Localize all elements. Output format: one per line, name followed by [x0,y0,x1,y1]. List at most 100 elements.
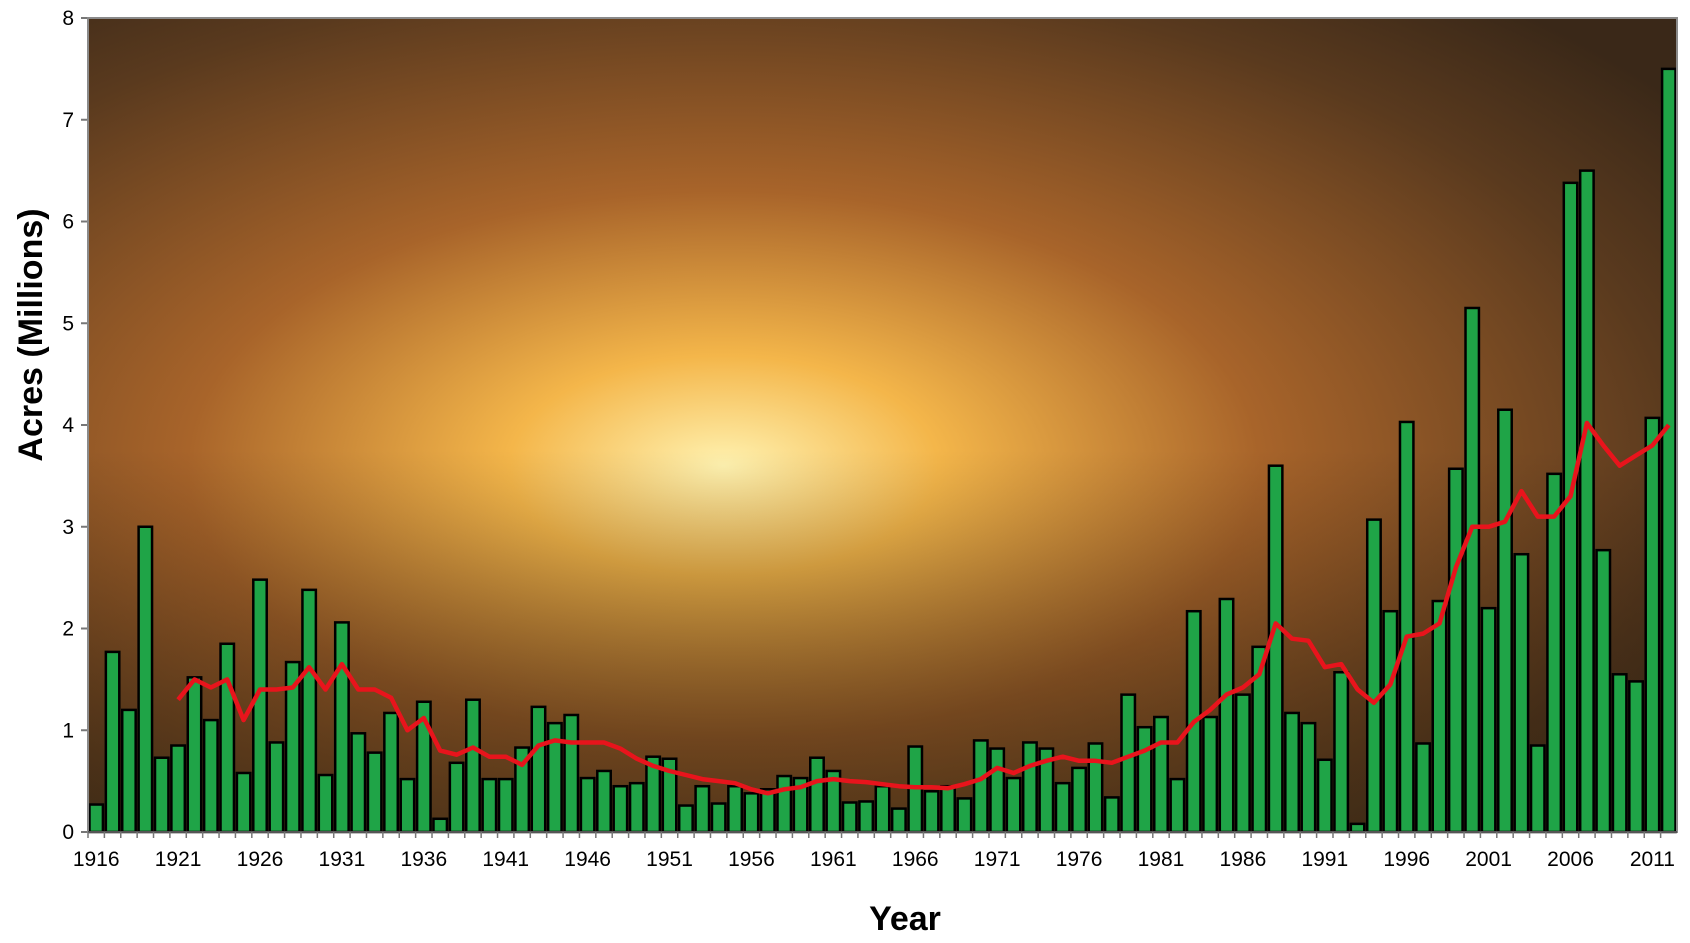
x-tick-label: 1941 [482,848,529,871]
bar [890,807,907,834]
bar [710,802,727,834]
bar [383,711,400,834]
y-tick-label: 5 [62,312,74,335]
bar [235,771,252,834]
bar [956,797,973,834]
bar [1300,721,1317,834]
x-tick-label: 1996 [1383,848,1430,871]
bar [989,747,1006,834]
x-tick-label: 1956 [728,848,775,871]
bar [694,784,711,834]
x-tick-label: 1931 [319,848,366,871]
bar [1071,766,1088,834]
y-tick-label: 8 [62,7,74,30]
bar [972,739,989,834]
bar [1153,715,1169,834]
bar [1628,680,1645,834]
bar [759,788,776,834]
x-tick-label: 1961 [810,848,857,871]
bar [1644,416,1661,834]
bar [727,784,744,834]
bar [1316,758,1333,834]
bar [350,732,367,834]
bar [1513,552,1530,834]
bar [874,784,891,834]
bar [530,705,547,834]
bar [1284,711,1301,834]
bar [137,525,154,834]
x-tick-label: 1951 [646,848,693,871]
bar [1267,464,1284,834]
x-tick-label: 2011 [1630,848,1675,871]
x-tick-label: 1926 [237,848,284,871]
bar [923,790,940,834]
bar [1103,796,1120,834]
bar [1415,742,1432,834]
bar [1365,518,1382,834]
bar [481,777,498,834]
bar [628,781,645,834]
bar [1333,671,1350,834]
bar [219,642,236,834]
x-axis-title: Year [869,900,941,938]
x-tick-label: 1946 [564,848,611,871]
x-tick-label: 1936 [400,848,447,871]
bar [1497,408,1513,834]
bar [1398,420,1415,834]
bar [153,756,170,834]
bar [596,769,612,834]
bar [1087,742,1104,834]
bar [612,784,629,834]
x-tick-label: 1981 [1138,848,1185,871]
bar [301,588,318,834]
x-tick-label: 1976 [1056,848,1103,871]
bar [268,741,285,834]
bar [366,751,383,834]
bar [776,774,793,834]
bar [1480,606,1497,834]
bar [743,792,760,834]
bar [1464,306,1481,834]
y-axis-title: Acres (Millions) [12,208,50,461]
bar [464,698,481,834]
bar [940,784,956,834]
bar [1349,822,1366,834]
bar [88,803,105,834]
bar [1021,741,1038,834]
bar [317,773,334,834]
x-tick-label: 1986 [1220,848,1267,871]
y-tick-label: 2 [62,618,74,641]
bar [1562,181,1579,834]
bar [1120,693,1137,834]
bar [432,817,449,834]
bar [1382,609,1399,834]
bar [1169,777,1186,834]
bar [104,650,121,834]
bar [1529,744,1546,834]
bar [497,777,514,834]
bar [1546,472,1563,834]
y-tick-label: 7 [62,109,74,132]
bar [399,777,416,834]
x-tick-label: 1966 [892,848,939,871]
bar [841,801,858,834]
bar [1595,548,1612,834]
y-tick-label: 0 [62,821,74,844]
x-tick-label: 1921 [155,848,202,871]
x-tick-label: 2001 [1465,848,1512,871]
bar [120,708,137,834]
bar [1447,467,1464,834]
bar [677,804,694,834]
y-tick-label: 6 [62,211,74,234]
bar [1611,673,1628,834]
bar [1578,169,1595,834]
bar [1431,599,1448,834]
bar [186,676,203,834]
x-tick-label: 1971 [974,848,1021,871]
bar [1202,715,1219,834]
bar [809,756,825,834]
bar [1234,693,1251,834]
x-tick-label: 1916 [73,848,120,871]
y-tick-label: 4 [62,414,74,437]
